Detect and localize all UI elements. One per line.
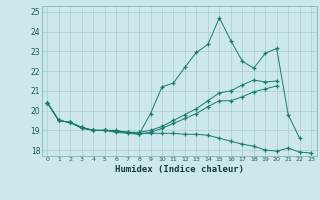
X-axis label: Humidex (Indice chaleur): Humidex (Indice chaleur) bbox=[115, 165, 244, 174]
